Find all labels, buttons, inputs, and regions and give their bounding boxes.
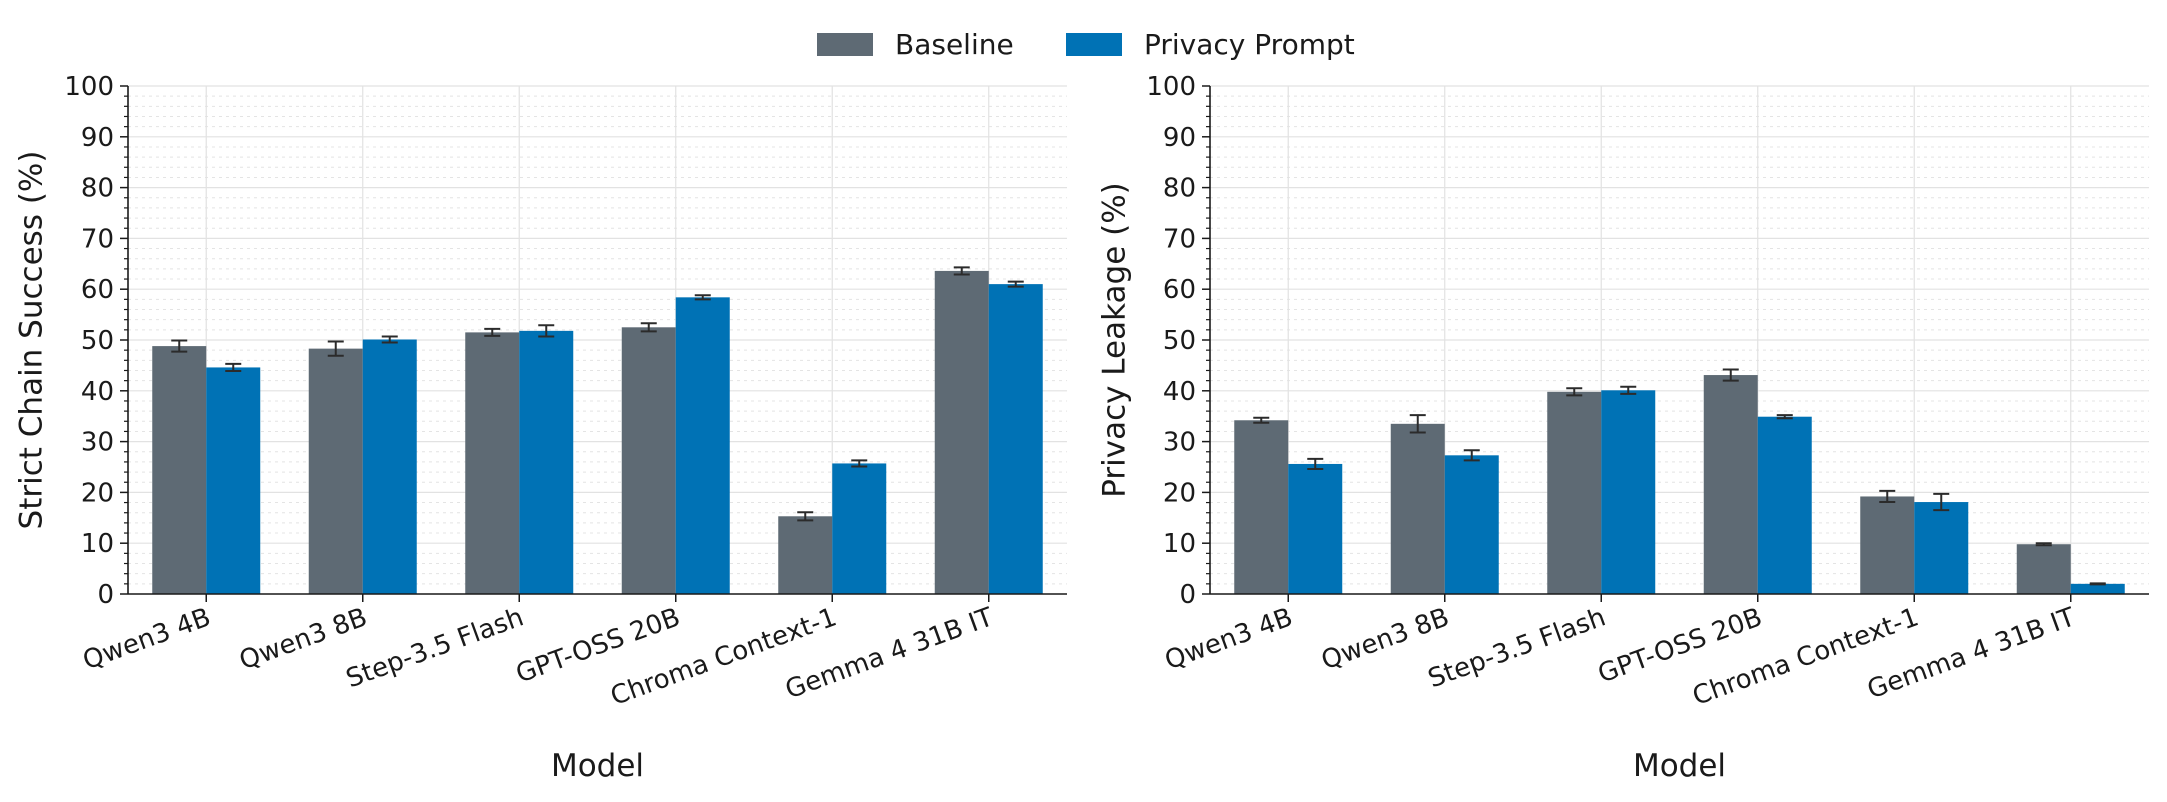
y-tick-label: 90 <box>1163 123 1196 153</box>
y-tick-label: 10 <box>81 529 114 559</box>
y-tick-label: 10 <box>1163 529 1196 559</box>
error-bar-baseline-qwen3-4b <box>171 339 188 353</box>
legend-item-privacy-prompt: Privacy Prompt <box>1066 28 1355 61</box>
error-bar-baseline-step-3-5-flash <box>1566 387 1583 397</box>
bar-baseline-step-3-5-flash <box>465 332 520 594</box>
bar-baseline-gpt-oss-20b <box>621 327 676 594</box>
y-tick-label: 30 <box>1163 428 1196 458</box>
x-axis-title: Model <box>551 748 644 784</box>
error-bar-baseline-qwen3-4b <box>1253 416 1270 424</box>
error-bar-privacy-prompt-qwen3-4b <box>225 362 242 372</box>
bar-privacy-prompt-gemma-4-31b-it <box>988 284 1043 594</box>
error-bar-baseline-gemma-4-31b-it <box>953 266 970 276</box>
bar-privacy-prompt-gpt-oss-20b <box>675 297 730 594</box>
error-bar-privacy-prompt-gpt-oss-20b <box>1776 414 1793 420</box>
error-bar-privacy-prompt-qwen3-8b <box>381 335 398 344</box>
y-tick-label: 90 <box>81 123 114 153</box>
bar-privacy-prompt-step-3-5-flash <box>1601 390 1656 594</box>
error-bar-privacy-prompt-gemma-4-31b-it <box>1007 280 1024 288</box>
legend-item-baseline: Baseline <box>817 28 1014 61</box>
bar-baseline-qwen3-8b <box>308 348 363 594</box>
y-tick-label: 100 <box>64 72 114 102</box>
x-tick-label-step-3-5-flash: Step-3.5 Flash <box>342 602 527 694</box>
y-tick-label: 20 <box>1163 478 1196 508</box>
error-bar-baseline-qwen3-8b <box>327 340 344 357</box>
error-bar-privacy-prompt-step-3-5-flash <box>538 324 555 338</box>
bar-privacy-prompt-step-3-5-flash <box>519 330 574 594</box>
error-bar-baseline-gpt-oss-20b <box>1722 368 1739 382</box>
y-tick-label: 0 <box>97 580 114 610</box>
bar-baseline-qwen3-4b <box>152 346 207 594</box>
legend-label-baseline: Baseline <box>895 28 1014 61</box>
x-tick-label-step-3-5-flash: Step-3.5 Flash <box>1424 602 1609 694</box>
y-tick-label: 70 <box>1163 224 1196 254</box>
y-tick-label: 60 <box>1163 275 1196 305</box>
error-bar-baseline-qwen3-8b <box>1409 414 1426 434</box>
bar-baseline-gemma-4-31b-it <box>2016 544 2071 594</box>
y-tick-label: 70 <box>81 224 114 254</box>
y-tick-label: 60 <box>81 275 114 305</box>
error-bar-baseline-gpt-oss-20b <box>640 322 657 333</box>
y-axis-title: Privacy Leakage (%) <box>1097 182 1133 498</box>
error-bar-privacy-prompt-qwen3-4b <box>1307 457 1324 471</box>
bar-baseline-step-3-5-flash <box>1547 391 1602 594</box>
x-tick-label-qwen3-4b: Qwen3 4B <box>79 602 215 676</box>
bar-privacy-prompt-qwen3-8b <box>362 339 417 594</box>
bar-baseline-qwen3-8b <box>1390 423 1445 594</box>
y-tick-label: 50 <box>81 326 114 356</box>
y-tick-label: 50 <box>1163 326 1196 356</box>
bar-privacy-prompt-qwen3-4b <box>1288 463 1343 594</box>
y-axis-title: Strict Chain Success (%) <box>14 151 50 530</box>
legend-swatch-baseline <box>817 33 873 56</box>
error-bar-privacy-prompt-gemma-4-31b-it <box>2089 582 2106 586</box>
error-bar-baseline-chroma-context-1 <box>1879 489 1896 504</box>
y-tick-label: 20 <box>81 478 114 508</box>
x-tick-label-qwen3-4b: Qwen3 4B <box>1161 602 1297 676</box>
error-bar-privacy-prompt-chroma-context-1 <box>851 459 868 468</box>
bar-privacy-prompt-qwen3-4b <box>206 367 261 594</box>
bar-privacy-prompt-qwen3-8b <box>1444 455 1499 594</box>
legend-label-privacy-prompt: Privacy Prompt <box>1144 28 1355 61</box>
y-tick-label: 80 <box>1163 174 1196 204</box>
error-bar-privacy-prompt-gpt-oss-20b <box>694 294 711 301</box>
error-bar-baseline-chroma-context-1 <box>797 511 814 522</box>
bar-privacy-prompt-chroma-context-1 <box>1914 502 1969 594</box>
error-bar-privacy-prompt-qwen3-8b <box>1463 449 1480 462</box>
y-tick-label: 40 <box>1163 377 1196 407</box>
bar-privacy-prompt-gpt-oss-20b <box>1757 416 1812 594</box>
y-tick-label: 30 <box>81 428 114 458</box>
y-tick-label: 100 <box>1146 72 1196 102</box>
bar-baseline-chroma-context-1 <box>1860 496 1915 594</box>
bar-baseline-gpt-oss-20b <box>1703 375 1758 594</box>
legend: Baseline Privacy Prompt <box>0 22 2167 62</box>
legend-swatch-privacy-prompt <box>1066 33 1122 56</box>
bar-privacy-prompt-chroma-context-1 <box>832 463 887 594</box>
x-axis-title: Model <box>1633 748 1726 784</box>
error-bar-baseline-step-3-5-flash <box>484 327 501 337</box>
bar-baseline-qwen3-4b <box>1234 420 1289 594</box>
bar-privacy-prompt-gemma-4-31b-it <box>2070 583 2125 594</box>
error-bar-privacy-prompt-step-3-5-flash <box>1620 385 1637 395</box>
bar-baseline-chroma-context-1 <box>778 516 833 594</box>
y-tick-label: 0 <box>1179 580 1196 610</box>
error-bar-privacy-prompt-chroma-context-1 <box>1933 492 1950 512</box>
bar-baseline-gemma-4-31b-it <box>934 270 989 594</box>
error-bar-baseline-gemma-4-31b-it <box>2035 542 2052 547</box>
y-tick-label: 40 <box>81 377 114 407</box>
y-tick-label: 80 <box>81 174 114 204</box>
